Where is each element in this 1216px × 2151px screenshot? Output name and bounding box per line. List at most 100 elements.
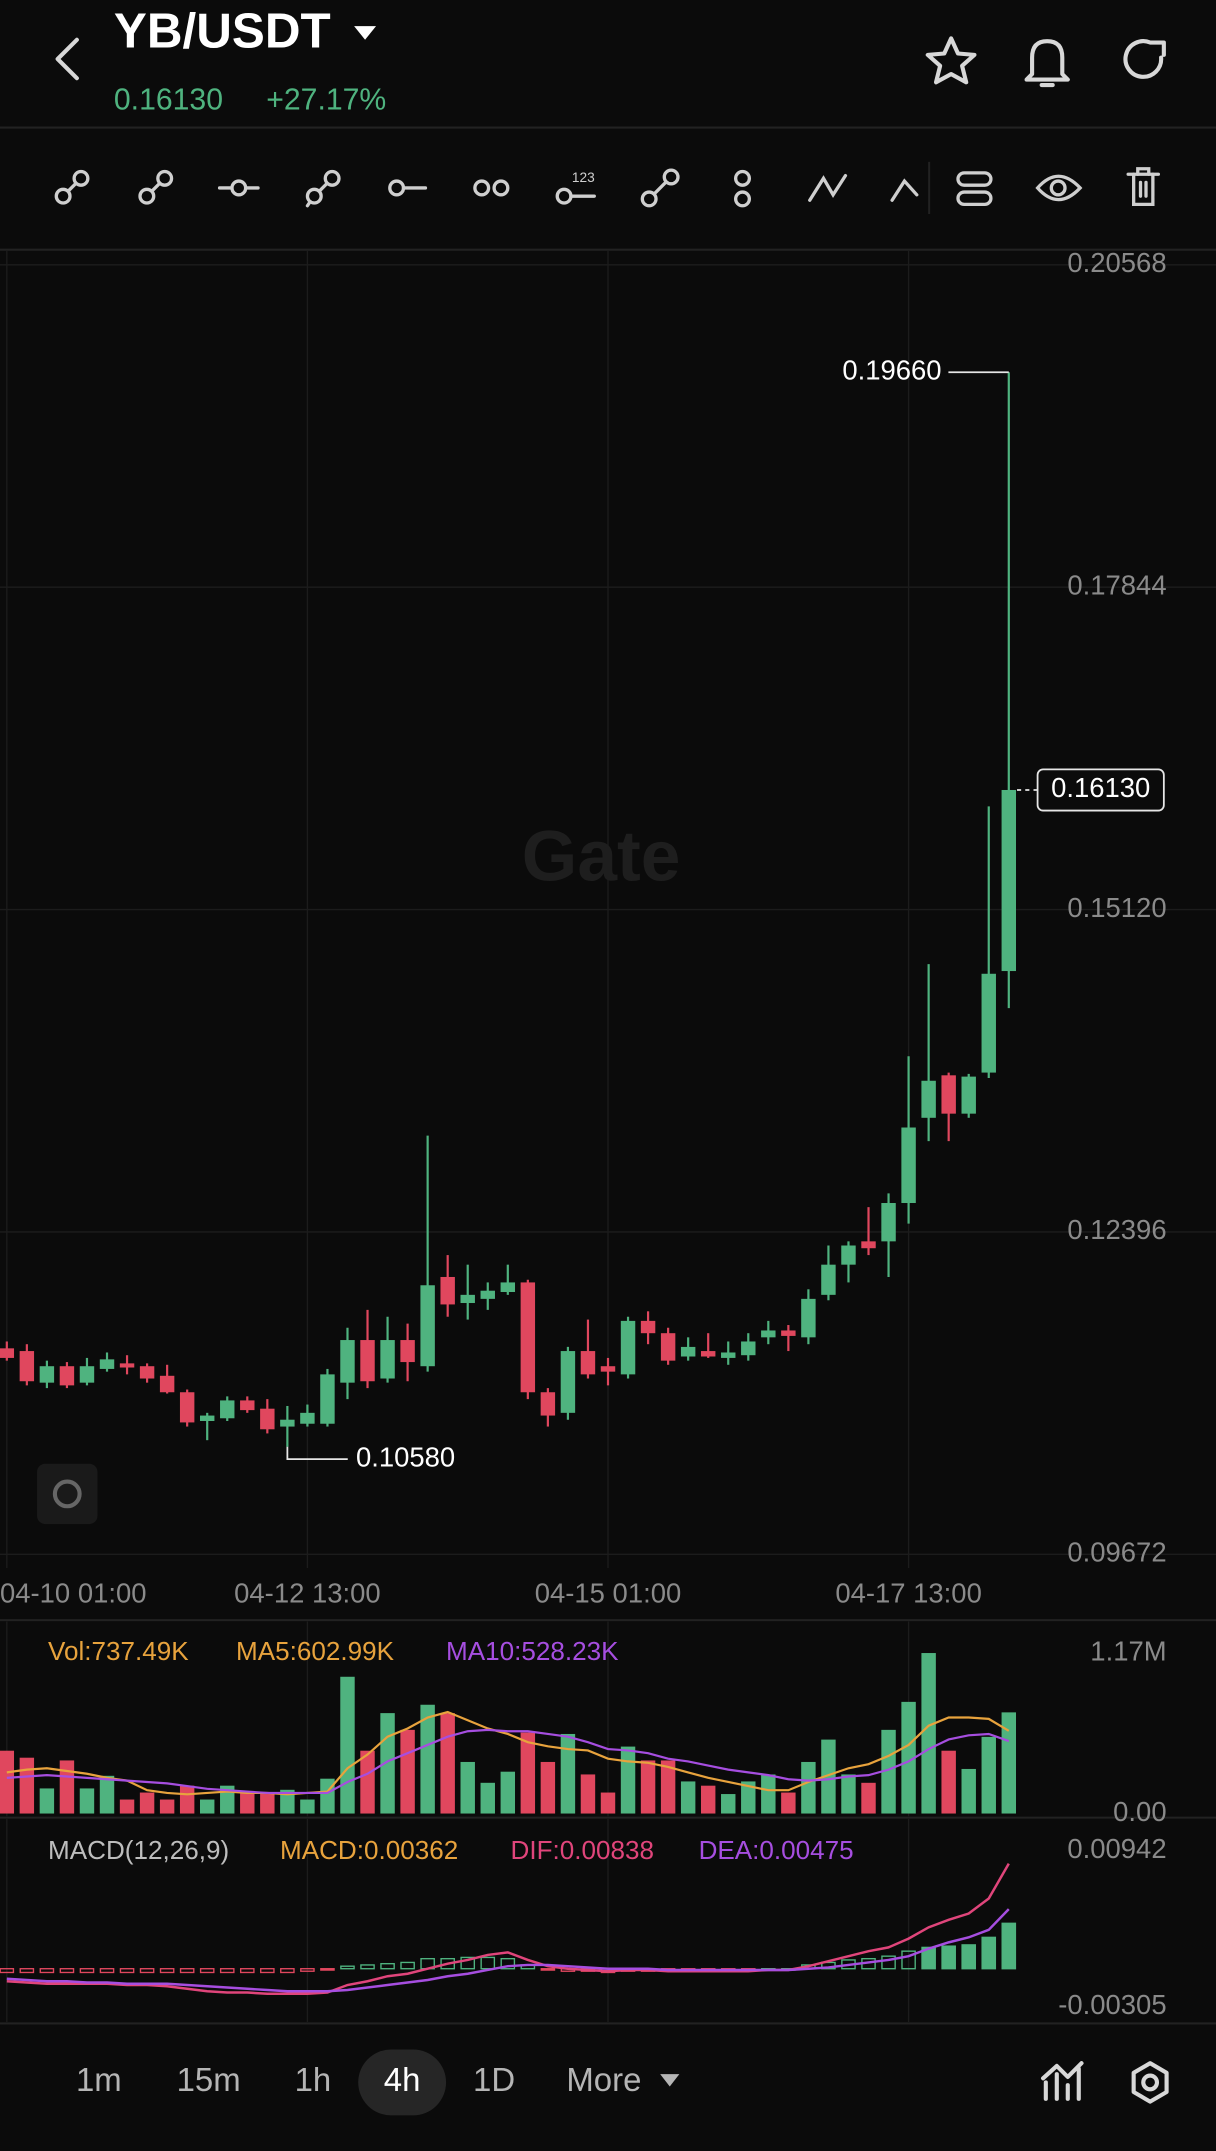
tool-trend[interactable] — [640, 168, 680, 208]
volume-bar — [540, 1761, 556, 1814]
volume-bar — [260, 1792, 275, 1814]
favorite-icon[interactable] — [925, 36, 977, 85]
macd-bar — [400, 1961, 415, 1970]
macd-bar — [941, 1945, 956, 1970]
candle-body — [260, 1408, 275, 1430]
volume-bar — [179, 1785, 195, 1814]
legend-entry: MA5:602.99K — [236, 1636, 395, 1666]
settings-button[interactable] — [1131, 2061, 1169, 2104]
timeframe-button[interactable]: 1D — [473, 2061, 515, 2098]
candle-body — [801, 1298, 816, 1338]
macd-bar — [1001, 1922, 1017, 1970]
candle-body — [19, 1351, 35, 1382]
macd-bar — [540, 1968, 556, 1971]
volume-bar — [400, 1729, 415, 1814]
y-tick-label: 0.15120 — [1067, 892, 1166, 923]
volume-bar — [861, 1782, 876, 1814]
legend-entry: MA10:528.23K — [446, 1636, 619, 1666]
volume-bar — [801, 1761, 816, 1814]
timeframe-button[interactable]: 15m — [177, 2061, 241, 2098]
y-tick-label: 0.12396 — [1067, 1214, 1166, 1245]
volume-bar — [440, 1713, 455, 1814]
back-button[interactable] — [55, 37, 79, 81]
macd-bar — [79, 1968, 95, 1974]
chart-tool-button[interactable] — [37, 1463, 98, 1525]
volume-bar — [721, 1794, 736, 1814]
tool-visibility[interactable] — [1035, 174, 1083, 202]
candle-body — [380, 1340, 395, 1379]
legend-entry: DEA:0.00475 — [699, 1835, 854, 1865]
tool-settings[interactable] — [956, 171, 993, 207]
indicator-button[interactable] — [1041, 2061, 1084, 2101]
tool-extended[interactable] — [305, 169, 341, 208]
macd-bar — [340, 1965, 355, 1970]
tool-parallel[interactable] — [473, 179, 510, 197]
tool-wave[interactable] — [808, 173, 848, 202]
volume-bar — [99, 1775, 115, 1814]
macd-bar — [360, 1964, 375, 1970]
chart-tool-icon — [52, 1479, 82, 1509]
volume-bar — [420, 1704, 435, 1814]
macd-bar — [981, 1936, 997, 1970]
macd-line — [6, 1908, 1010, 1993]
volume-bar — [660, 1760, 676, 1814]
candle-body — [620, 1320, 636, 1375]
candle-body — [781, 1330, 796, 1336]
volume-bar — [781, 1792, 796, 1814]
candle-body — [159, 1375, 175, 1393]
x-tick-label: 04-10 01:00 — [0, 1578, 147, 1609]
volume-bar — [881, 1729, 896, 1814]
candle-body — [139, 1366, 155, 1379]
candle-body — [741, 1341, 756, 1356]
volume-bar — [199, 1799, 215, 1814]
candle-body — [560, 1351, 576, 1413]
volume-bar — [761, 1774, 776, 1814]
tool-ray[interactable] — [54, 169, 90, 205]
timeframe-button[interactable]: 4h — [384, 2061, 421, 2098]
timeframe-button[interactable]: 1h — [295, 2061, 332, 2098]
y-tick-label: 0.00942 — [1067, 1833, 1166, 1864]
macd-line — [6, 1863, 1010, 1996]
volume-bar — [1001, 1712, 1017, 1814]
tool-fib[interactable] — [890, 178, 919, 202]
ma-line — [6, 1728, 1010, 1795]
macd-bar — [159, 1968, 175, 1974]
tool-horizontal-ray[interactable] — [388, 179, 428, 197]
pair-title[interactable]: YB/USDT — [114, 3, 331, 58]
alert-icon[interactable] — [1024, 39, 1070, 88]
y-tick-label: 0.00 — [1113, 1796, 1166, 1827]
tool-segment[interactable] — [138, 169, 174, 205]
volume-bar — [119, 1799, 135, 1814]
volume-bar — [841, 1774, 856, 1814]
pair-dropdown[interactable] — [354, 26, 377, 40]
candle-body — [320, 1374, 335, 1424]
timeframe-button[interactable]: 1m — [76, 2061, 122, 2098]
macd-bar — [19, 1968, 35, 1974]
tool-delete[interactable] — [1126, 167, 1161, 207]
candle-body — [59, 1366, 75, 1386]
more-button[interactable]: More — [566, 2061, 641, 2098]
candle-body — [99, 1359, 115, 1369]
candle-body — [640, 1320, 656, 1334]
candle-body — [660, 1333, 676, 1361]
candle-body — [360, 1340, 375, 1382]
macd-bar — [219, 1968, 235, 1974]
volume-bar — [300, 1799, 315, 1814]
volume-bar — [500, 1771, 516, 1814]
candle-body — [540, 1392, 556, 1416]
macd-bar — [260, 1968, 275, 1974]
tool-price-label[interactable] — [555, 187, 596, 205]
candle-body — [721, 1352, 736, 1358]
candle-body — [400, 1340, 415, 1363]
volume-bar — [560, 1733, 576, 1814]
tool-horizontal[interactable] — [217, 179, 260, 197]
tool-vertical[interactable] — [733, 169, 752, 208]
indicator-title: MACD(12,26,9) — [48, 1835, 229, 1865]
candle-body — [901, 1127, 916, 1204]
macd-bar — [99, 1968, 115, 1974]
volume-bar — [480, 1782, 495, 1814]
refresh-icon[interactable] — [1123, 39, 1166, 79]
macd-bar — [39, 1968, 55, 1974]
legend-entry: Vol:737.49K — [48, 1636, 189, 1666]
